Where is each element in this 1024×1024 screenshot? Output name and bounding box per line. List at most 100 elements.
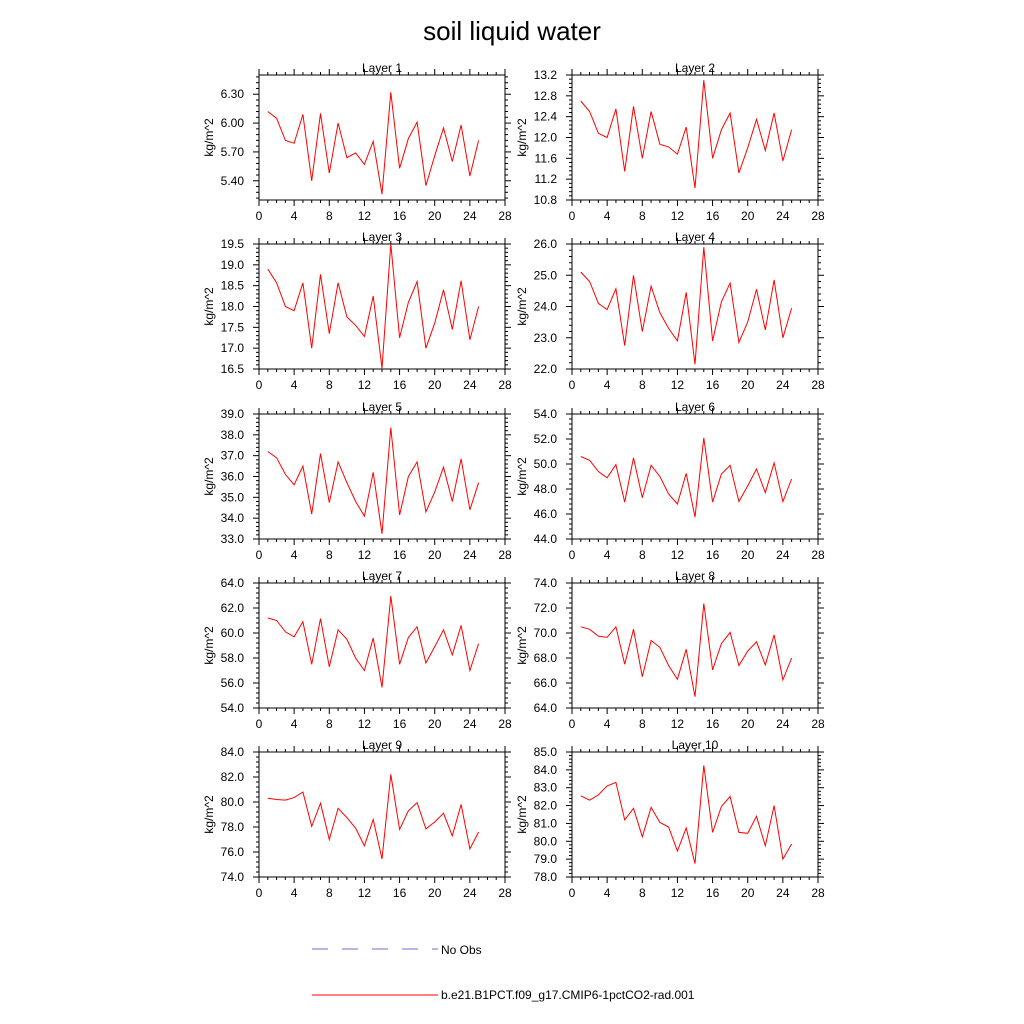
y-axis-label: kg/m^2 bbox=[515, 626, 529, 665]
x-tick-label: 28 bbox=[811, 209, 825, 223]
panel-layer-6: Layer 6 kg/m^2 0 4 8 12 16 20 24 28 44.0 46.0 48.0 50… bbox=[515, 400, 825, 562]
x-tick-label: 4 bbox=[604, 378, 611, 392]
x-tick-label: 24 bbox=[776, 717, 790, 731]
y-tick-label: 68.0 bbox=[534, 651, 558, 665]
x-tick-label: 20 bbox=[428, 886, 442, 900]
x-tick-label: 8 bbox=[326, 209, 333, 223]
panel-layer-1: Layer 1 kg/m^2 0 4 8 12 16 20 24 28 5.40 5.70 6.00 6.… bbox=[202, 61, 512, 223]
y-tick-label: 74.0 bbox=[221, 870, 245, 884]
y-tick-label: 58.0 bbox=[221, 651, 245, 665]
series-line bbox=[267, 243, 480, 369]
y-tick-label: 85.0 bbox=[534, 745, 558, 759]
x-tick-label: 12 bbox=[358, 886, 372, 900]
x-tick-label: 12 bbox=[358, 209, 372, 223]
y-tick-label: 82.0 bbox=[221, 770, 245, 784]
y-tick-label: 62.0 bbox=[221, 601, 245, 615]
y-tick-label: 84.0 bbox=[221, 745, 245, 759]
x-tick-label: 8 bbox=[326, 378, 333, 392]
y-tick-label: 25.0 bbox=[534, 268, 558, 282]
y-tick-label: 12.8 bbox=[534, 89, 558, 103]
y-tick-label: 19.5 bbox=[221, 237, 245, 251]
y-tick-label: 34.0 bbox=[221, 511, 245, 525]
y-axis-label: kg/m^2 bbox=[202, 795, 216, 834]
panel-layer-5: Layer 5 kg/m^2 0 4 8 12 16 20 24 28 33.0 34.0 35.0 36… bbox=[202, 400, 512, 562]
legend-series-label: b.e21.B1PCT.f09_g17.CMIP6-1pctCO2-rad.00… bbox=[441, 988, 695, 1002]
x-tick-label: 16 bbox=[706, 717, 720, 731]
y-tick-label: 78.0 bbox=[534, 870, 558, 884]
x-tick-label: 4 bbox=[604, 886, 611, 900]
x-tick-label: 0 bbox=[569, 717, 576, 731]
x-tick-label: 8 bbox=[326, 717, 333, 731]
y-tick-label: 80.0 bbox=[534, 834, 558, 848]
series-line bbox=[580, 80, 793, 189]
x-tick-label: 16 bbox=[706, 209, 720, 223]
y-tick-label: 81.0 bbox=[534, 816, 558, 830]
x-tick-label: 0 bbox=[256, 717, 263, 731]
y-tick-label: 6.00 bbox=[221, 116, 245, 130]
y-tick-label: 79.0 bbox=[534, 852, 558, 866]
legend: No Obs b.e21.B1PCT.f09_g17.CMIP6-1pctCO2… bbox=[312, 943, 695, 1002]
panel-title: Layer 2 bbox=[675, 61, 715, 75]
x-tick-label: 24 bbox=[463, 548, 477, 562]
panel-title: Layer 4 bbox=[675, 230, 715, 244]
x-tick-label: 24 bbox=[463, 717, 477, 731]
x-tick-label: 28 bbox=[811, 717, 825, 731]
y-tick-label: 26.0 bbox=[534, 237, 558, 251]
y-tick-label: 60.0 bbox=[221, 626, 245, 640]
panel-layer-10: Layer 10 kg/m^2 0 4 8 12 16 20 24 28 78.0 79.0 80.0 8… bbox=[515, 738, 825, 900]
y-tick-label: 46.0 bbox=[534, 507, 558, 521]
x-tick-label: 24 bbox=[463, 886, 477, 900]
x-tick-label: 0 bbox=[256, 548, 263, 562]
x-tick-label: 12 bbox=[358, 378, 372, 392]
x-tick-label: 16 bbox=[393, 209, 407, 223]
x-tick-label: 0 bbox=[569, 548, 576, 562]
y-axis-label: kg/m^2 bbox=[202, 118, 216, 157]
x-tick-label: 0 bbox=[256, 378, 263, 392]
x-tick-label: 8 bbox=[639, 548, 646, 562]
y-tick-label: 22.0 bbox=[534, 362, 558, 376]
x-tick-label: 28 bbox=[811, 886, 825, 900]
y-tick-label: 18.5 bbox=[221, 279, 245, 293]
series-line bbox=[580, 603, 793, 697]
panel-title: Layer 8 bbox=[675, 569, 715, 583]
y-tick-label: 56.0 bbox=[221, 676, 245, 690]
x-tick-label: 28 bbox=[811, 378, 825, 392]
y-tick-label: 44.0 bbox=[534, 532, 558, 546]
y-axis-label: kg/m^2 bbox=[515, 795, 529, 834]
panel-title: Layer 6 bbox=[675, 400, 715, 414]
x-tick-label: 0 bbox=[569, 209, 576, 223]
x-tick-label: 20 bbox=[741, 548, 755, 562]
x-tick-label: 12 bbox=[671, 886, 685, 900]
plot-frame bbox=[571, 582, 819, 709]
series-line bbox=[267, 596, 480, 688]
y-tick-label: 72.0 bbox=[534, 601, 558, 615]
y-tick-label: 33.0 bbox=[221, 532, 245, 546]
y-tick-label: 66.0 bbox=[534, 676, 558, 690]
x-tick-label: 4 bbox=[291, 548, 298, 562]
x-tick-label: 20 bbox=[741, 717, 755, 731]
figure-title: soil liquid water bbox=[423, 16, 601, 46]
panel-layer-9: Layer 9 kg/m^2 0 4 8 12 16 20 24 28 74.0 76.0 78.0 80… bbox=[202, 738, 512, 900]
x-tick-label: 20 bbox=[428, 548, 442, 562]
x-tick-label: 20 bbox=[428, 209, 442, 223]
x-tick-label: 0 bbox=[256, 886, 263, 900]
x-tick-label: 28 bbox=[811, 548, 825, 562]
y-tick-label: 64.0 bbox=[221, 576, 245, 590]
y-tick-label: 12.0 bbox=[534, 131, 558, 145]
y-tick-label: 52.0 bbox=[534, 432, 558, 446]
panel-layer-3: Layer 3 kg/m^2 0 4 8 12 16 20 24 28 16.5 17.0 17.5 18… bbox=[202, 230, 512, 392]
x-tick-label: 12 bbox=[671, 717, 685, 731]
x-tick-label: 4 bbox=[291, 886, 298, 900]
x-tick-label: 16 bbox=[393, 886, 407, 900]
y-tick-label: 5.70 bbox=[221, 145, 245, 159]
y-axis-label: kg/m^2 bbox=[202, 626, 216, 665]
x-tick-label: 24 bbox=[463, 378, 477, 392]
plot-frame bbox=[258, 582, 506, 709]
panels-grid: Layer 1 kg/m^2 0 4 8 12 16 20 24 28 5.40 5.70 6.00 6.… bbox=[202, 61, 825, 900]
y-axis-label: kg/m^2 bbox=[515, 118, 529, 157]
x-tick-label: 4 bbox=[291, 378, 298, 392]
y-tick-label: 64.0 bbox=[534, 701, 558, 715]
panel-layer-4: Layer 4 kg/m^2 0 4 8 12 16 20 24 28 22.0 23.0 24.0 25… bbox=[515, 230, 825, 392]
y-tick-label: 10.8 bbox=[534, 193, 558, 207]
